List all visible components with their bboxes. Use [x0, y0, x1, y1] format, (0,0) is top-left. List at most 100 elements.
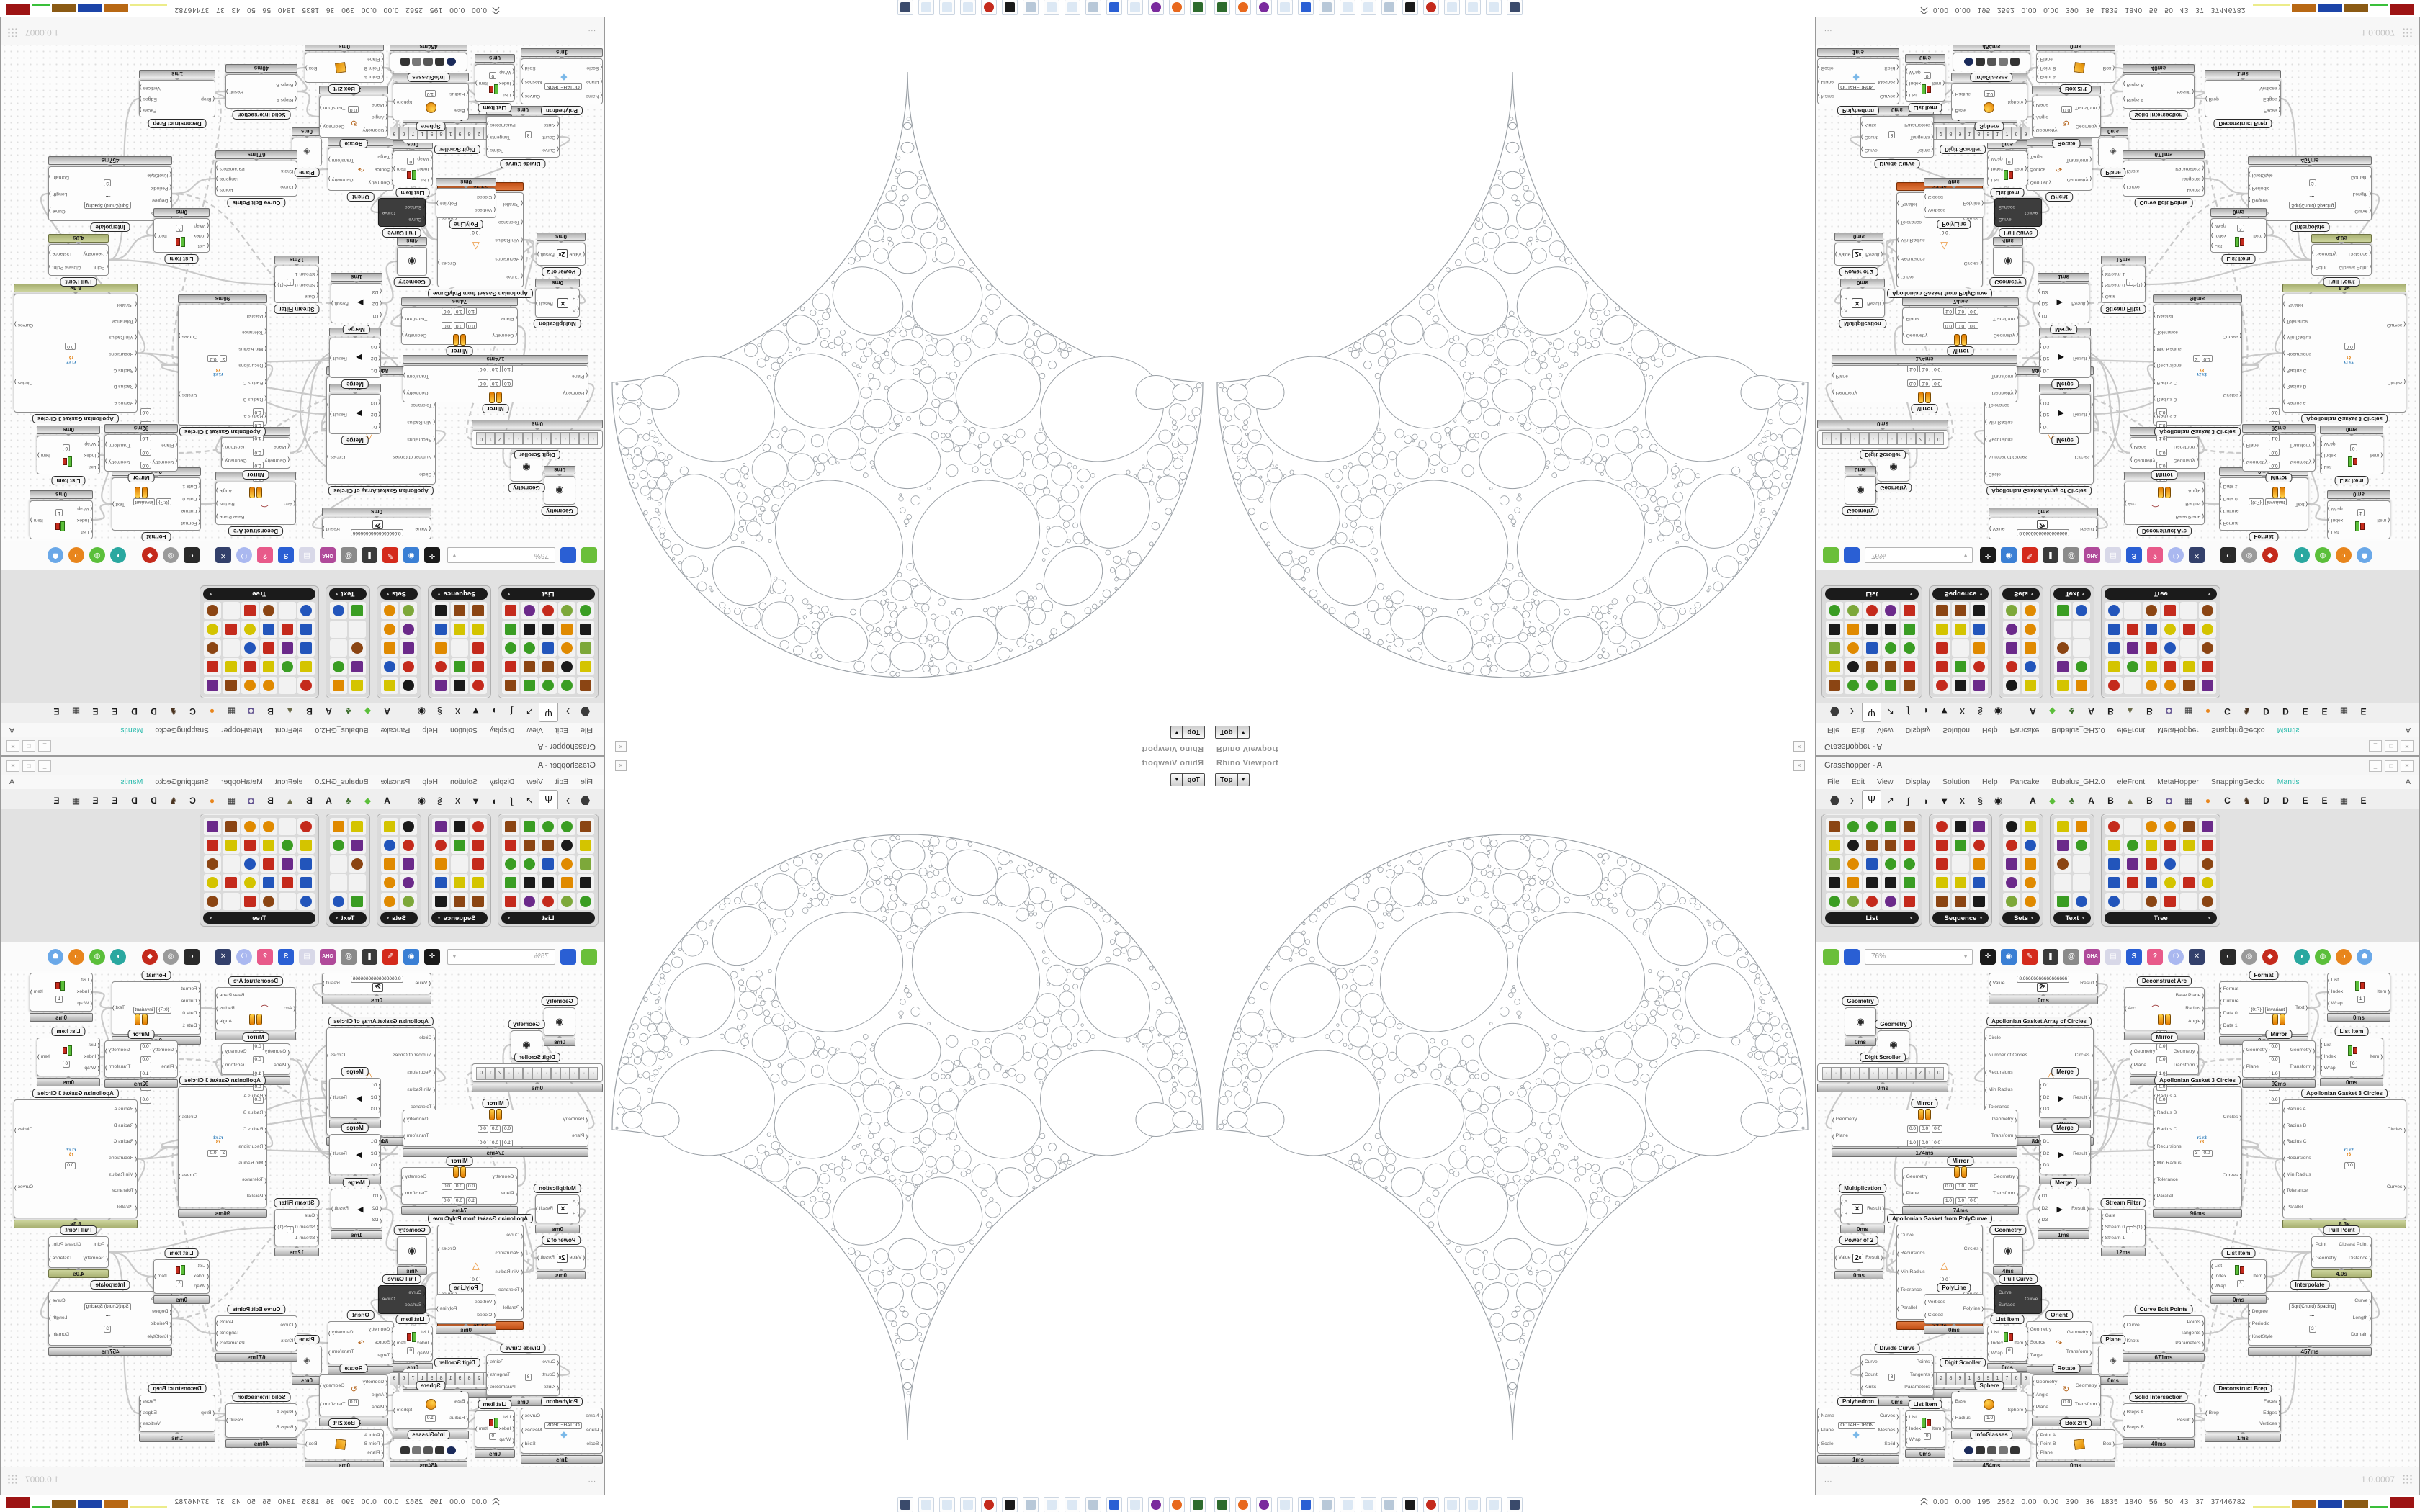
output-port[interactable]: Length ) — [2352, 190, 2371, 197]
palette-icon[interactable] — [521, 621, 538, 638]
node-body[interactable]: ( D1( D2( D3 ▶ Result ) — [329, 394, 381, 434]
value-box[interactable]: 0.0 — [1968, 307, 1979, 315]
output-port[interactable]: Faces ) — [140, 107, 157, 114]
palette-icon[interactable] — [1952, 602, 1969, 619]
printer-icon[interactable] — [1085, 1497, 1101, 1512]
tab-plugin-8[interactable]: ▦ — [227, 796, 236, 806]
palette-icon[interactable] — [451, 677, 468, 694]
tab-mesh[interactable]: ▼ — [1940, 795, 1949, 806]
zoom-extents-icon[interactable]: ✛ — [1980, 948, 1996, 965]
node-body[interactable]: ◉ — [1845, 476, 1876, 505]
input-port[interactable]: ( Recursions — [2154, 1143, 2182, 1151]
palette-icon[interactable] — [260, 874, 277, 891]
value-box[interactable]: 0.0 — [1939, 228, 1950, 235]
value-box[interactable]: 0 — [1923, 72, 1931, 79]
output-port[interactable]: Result ) — [330, 1094, 347, 1102]
gh-node-mirror[interactable]: Mirror( Geometry( Plane0.00.00.01.00.00.… — [104, 408, 178, 498]
node-body[interactable]: ( List( Index( Wrap 0 Item ) — [393, 150, 433, 186]
node-body[interactable]: ( Curve( Surface Curve ) — [378, 1285, 426, 1314]
palette-icon[interactable] — [558, 893, 575, 910]
output-port[interactable]: Result ) — [2071, 300, 2089, 307]
input-port[interactable]: ( Kinks — [543, 1384, 559, 1391]
input-port[interactable]: ( Recursions — [1985, 1069, 2013, 1076]
tab-surface[interactable]: ◗ — [490, 706, 497, 717]
input-port[interactable]: ( Periodic — [150, 184, 171, 191]
preview-eye-icon[interactable]: ◉ — [403, 547, 419, 564]
tab-plugin-7[interactable]: ◘ — [248, 706, 254, 716]
tab-mesh[interactable]: ▼ — [1940, 706, 1949, 717]
palette-icon[interactable] — [1845, 893, 1862, 910]
input-port[interactable]: ( Plane — [586, 1427, 602, 1434]
gh-node-power-of-2[interactable]: Power of 2( Value8.666666666666666662RRe… — [322, 508, 431, 539]
input-port[interactable]: ( List — [1988, 176, 1999, 183]
gh-node-pull-curve[interactable]: Pull Curve( Curve( Surface Curve ) — [378, 198, 426, 238]
output-port[interactable]: Angle ) — [216, 1018, 232, 1025]
input-port[interactable]: ( Vertices — [475, 1299, 496, 1306]
tab-plugin-12[interactable]: D — [151, 796, 157, 806]
palette-icon[interactable] — [1971, 818, 1988, 835]
input-port[interactable]: ( D2 — [370, 354, 380, 361]
widget-icon[interactable]: ❚ — [362, 948, 377, 965]
input-port[interactable]: ( Number of Circles — [393, 1052, 435, 1059]
node-body[interactable]: ( List( Index( Wrap 3 Item ) — [153, 218, 210, 253]
input-port[interactable]: ( Value — [569, 1254, 585, 1261]
value-box[interactable]: 0.0 — [252, 408, 264, 415]
input-port[interactable]: ( Recursions — [109, 350, 137, 357]
node-body[interactable]: ( List( Index( Wrap 0 Item ) — [2320, 436, 2383, 474]
palette-icon[interactable] — [260, 677, 277, 694]
input-port[interactable]: ( Data 1 — [2220, 1022, 2238, 1030]
output-port[interactable]: Points ) — [487, 146, 504, 153]
output-port[interactable]: Geometry ) — [1991, 389, 2017, 396]
input-port[interactable]: ( Point A — [2037, 73, 2056, 80]
tab-plugin-3[interactable]: A — [2088, 706, 2094, 716]
cluster-spheres-icon[interactable]: ◐ — [2220, 547, 2236, 564]
output-port[interactable]: Item ) — [475, 1426, 488, 1433]
c64-floppy-icon[interactable] — [1298, 0, 1314, 15]
value-box[interactable]: 0.0 — [140, 1056, 151, 1063]
output-port[interactable]: Parameters ) — [216, 165, 245, 172]
palette-icon[interactable] — [432, 874, 449, 891]
palette-icon[interactable] — [521, 677, 538, 694]
input-port[interactable]: ( Kinks — [543, 121, 559, 128]
node-body[interactable]: ( Geometry( Plane0.00.00.01.00.00.0Geome… — [2242, 408, 2316, 498]
palette-icon[interactable] — [2073, 677, 2090, 694]
palette-icon[interactable] — [349, 602, 366, 619]
palette-icon[interactable] — [297, 855, 315, 873]
open-file-icon[interactable] — [1823, 547, 1839, 564]
input-port[interactable]: ( Stream 1 — [295, 1235, 318, 1242]
input-port[interactable]: ( Plane — [161, 1063, 177, 1071]
palette-icon[interactable] — [2143, 677, 2160, 694]
output-port[interactable]: Parameters ) — [216, 1340, 245, 1347]
value-box[interactable]: 3 — [220, 1150, 228, 1157]
input-port[interactable]: ( Radius C — [113, 366, 137, 373]
palette-icon[interactable] — [2199, 874, 2216, 891]
node-body[interactable]: ( Format( Culture( Data 0( Data 1{0:R}in… — [2219, 477, 2308, 531]
input-port[interactable]: ( Plane — [2130, 443, 2146, 450]
palette-icon[interactable] — [297, 621, 315, 638]
input-port[interactable]: ( Data 1 — [2220, 482, 2238, 490]
input-port[interactable]: ( Gate — [304, 1212, 318, 1220]
output-port[interactable]: Circles ) — [179, 391, 197, 398]
menu-item-edit[interactable]: Edit — [555, 778, 569, 786]
input-port[interactable]: ( Knots — [2123, 168, 2139, 174]
palette-icon[interactable] — [1933, 677, 1950, 694]
output-port[interactable]: Edges ) — [140, 1410, 157, 1417]
output-port[interactable]: Circles ) — [438, 259, 457, 266]
palette-icon[interactable] — [577, 874, 594, 891]
rhino-app-icon[interactable] — [1214, 0, 1230, 15]
gha-recompute-icon[interactable]: GHA — [2084, 948, 2100, 965]
palette-icon[interactable] — [330, 818, 347, 835]
output-port[interactable]: Item ) — [1932, 79, 1945, 86]
menu-item-snappinggecko[interactable]: SnappingGecko — [155, 726, 210, 734]
node-body[interactable]: ( D1( D2( D3 ▶ Result ) — [2038, 283, 2089, 323]
input-port[interactable]: ( Plane — [572, 1133, 588, 1140]
palette-icon[interactable] — [1826, 677, 1843, 694]
input-port[interactable]: ( Curve — [1897, 273, 1914, 280]
notepad-icon[interactable] — [1277, 0, 1293, 15]
palette-icon[interactable] — [2124, 837, 2141, 854]
palette-icon[interactable] — [2199, 658, 2216, 675]
output-port[interactable]: Base Plane ) — [2175, 513, 2204, 520]
